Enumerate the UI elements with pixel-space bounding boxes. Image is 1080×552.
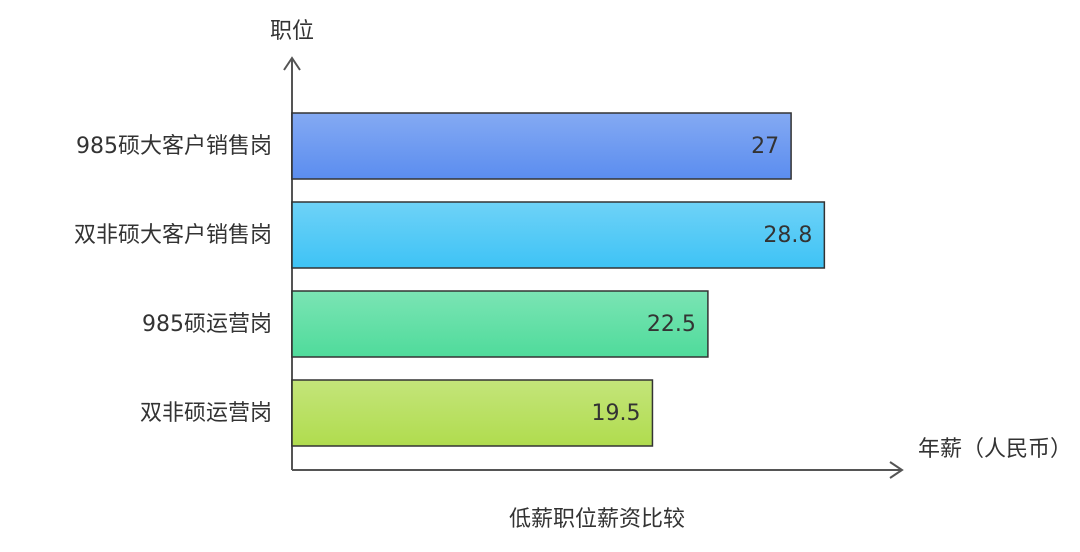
value-label: 28.8 <box>763 223 812 248</box>
y-tick-label: 双非硕运营岗 <box>140 401 272 426</box>
chart-title: 低薪职位薪资比较 <box>509 507 685 532</box>
x-axis-label: 年薪（人民币） <box>918 437 1073 462</box>
value-label: 19.5 <box>591 401 640 426</box>
bar <box>291 290 709 358</box>
value-label: 22.5 <box>647 312 696 337</box>
bar <box>291 201 826 269</box>
x-axis-arrow <box>889 461 904 479</box>
y-tick-label: 985硕运营岗 <box>142 312 272 337</box>
y-tick-label: 985硕大客户销售岗 <box>76 134 272 159</box>
bar <box>291 379 654 447</box>
y-axis-arrow <box>283 56 301 71</box>
bar <box>291 112 792 180</box>
y-tick-label: 双非硕大客户销售岗 <box>74 223 272 248</box>
value-label: 27 <box>751 134 779 159</box>
y-axis-label: 职位 <box>270 19 314 44</box>
